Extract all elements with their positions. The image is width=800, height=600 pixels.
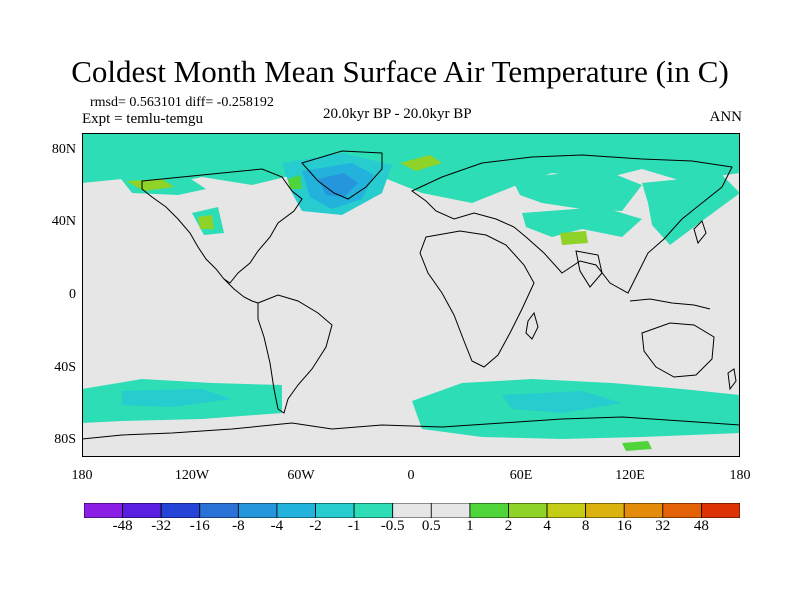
coast-antarctica bbox=[82, 416, 740, 440]
colorbar-swatch bbox=[585, 503, 625, 518]
coast-central-america bbox=[223, 278, 259, 304]
experiment-label: Expt = temlu-temgu bbox=[82, 111, 203, 127]
colorbar-label: 0.5 bbox=[421, 518, 441, 534]
colorbar-swatch bbox=[122, 503, 162, 518]
colorbar-swatch bbox=[508, 503, 548, 518]
coast-south-america bbox=[257, 294, 333, 414]
coast-indonesia bbox=[629, 298, 711, 310]
colorbar-label: 32 bbox=[655, 518, 671, 534]
lon-label: 120E bbox=[615, 468, 645, 483]
coast-india bbox=[575, 250, 603, 288]
colorbar-label: 1 bbox=[466, 518, 474, 534]
anomaly-region-southern-ocean-core-east bbox=[502, 391, 622, 413]
anomaly-warm-asia bbox=[560, 231, 588, 245]
lat-label: 40S bbox=[54, 360, 76, 375]
colorbar-swatch bbox=[469, 503, 509, 518]
colorbar-label: 48 bbox=[693, 518, 709, 534]
anomaly-warm-north-atlantic bbox=[288, 175, 302, 189]
lat-label: 80S bbox=[54, 432, 76, 447]
lon-label: 180 bbox=[729, 468, 751, 483]
colorbar-swatch bbox=[199, 503, 239, 518]
colorbar-swatch bbox=[353, 503, 394, 518]
colorbar-swatch bbox=[430, 503, 471, 518]
colorbar-swatch bbox=[701, 503, 740, 518]
colorbar-label: 8 bbox=[581, 518, 590, 534]
anomaly-region-siberia bbox=[512, 169, 642, 211]
anomaly-region-southern-ocean-core bbox=[122, 389, 232, 407]
colorbar bbox=[84, 503, 740, 518]
lon-label: 60W bbox=[287, 468, 315, 483]
coastline-layer bbox=[82, 150, 740, 440]
coast-eurasia bbox=[411, 154, 733, 294]
map-panel bbox=[82, 133, 740, 457]
coast-japan bbox=[693, 220, 707, 245]
colorbar-swatch bbox=[623, 503, 664, 518]
colorbar-swatch bbox=[662, 503, 702, 518]
colorbar-label: -0.5 bbox=[380, 518, 405, 534]
colorbar-label: -8 bbox=[232, 518, 245, 534]
lon-label: 180 bbox=[71, 468, 93, 483]
lon-label: 120W bbox=[174, 468, 210, 483]
coast-madagascar bbox=[525, 311, 539, 340]
coast-new-zealand bbox=[727, 368, 737, 391]
colorbar-label: -2 bbox=[309, 518, 322, 534]
lat-label: 0 bbox=[69, 287, 76, 302]
colorbar-label: -16 bbox=[189, 518, 210, 534]
colorbar-label: 16 bbox=[616, 518, 632, 534]
map-frame bbox=[82, 133, 740, 457]
colorbar-label: -4 bbox=[270, 518, 284, 534]
colorbar-swatch bbox=[160, 503, 201, 518]
colorbar-swatch bbox=[315, 503, 355, 518]
lon-label: 60E bbox=[509, 468, 533, 483]
anomaly-fill-layer bbox=[82, 133, 740, 451]
colorbar-swatch bbox=[84, 503, 123, 518]
lat-label: 80N bbox=[51, 142, 76, 157]
coast-africa bbox=[419, 230, 535, 368]
anomaly-warm-alaska bbox=[126, 179, 174, 191]
colorbar-label: 2 bbox=[504, 518, 513, 534]
anomaly-region-greenland-deep bbox=[318, 173, 358, 197]
colorbar-swatch bbox=[392, 503, 432, 518]
colorbar-swatch bbox=[546, 503, 587, 518]
lon-label: 0 bbox=[407, 468, 415, 483]
colorbar-label: -48 bbox=[112, 518, 133, 534]
anomaly-region-central-asia bbox=[522, 207, 642, 237]
colorbar-label: -32 bbox=[151, 518, 172, 534]
period-label: 20.0kyr BP - 20.0kyr BP bbox=[323, 106, 472, 122]
coast-greenland bbox=[301, 150, 383, 200]
colorbar-swatch bbox=[237, 503, 278, 518]
coast-north-america bbox=[141, 168, 303, 284]
colorbar-label: 4 bbox=[543, 518, 551, 534]
lat-label: 40N bbox=[51, 214, 76, 229]
coast-australia bbox=[641, 322, 715, 378]
anomaly-warm-rockies bbox=[198, 215, 214, 229]
anomaly-warm-arctic bbox=[400, 155, 442, 171]
map-title: Coldest Month Mean Surface Air Temperatu… bbox=[71, 54, 729, 89]
colorbar-swatch bbox=[276, 503, 316, 518]
stats-text: rmsd= 0.563101 diff= -0.258192 bbox=[90, 95, 274, 110]
anomaly-warm-antarctica bbox=[622, 441, 652, 451]
colorbar-label: -1 bbox=[347, 518, 361, 534]
season-label: ANN bbox=[709, 109, 743, 125]
